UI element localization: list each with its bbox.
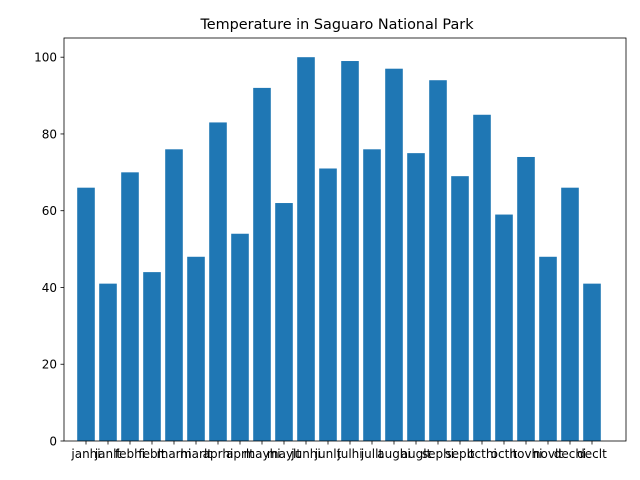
x-tick-label: mayhi bbox=[243, 447, 280, 461]
x-tick-label: jullt bbox=[360, 447, 384, 461]
bar-febhi bbox=[121, 172, 139, 442]
bar-novhi bbox=[517, 156, 535, 441]
bar-mayhi bbox=[253, 87, 271, 442]
bar-octhi bbox=[473, 114, 491, 441]
y-tick-label: 40 bbox=[42, 281, 57, 295]
x-tick-label: declt bbox=[577, 447, 607, 461]
y-tick-label: 100 bbox=[34, 50, 57, 64]
bar-auglt bbox=[407, 153, 425, 441]
bar-junlt bbox=[319, 168, 337, 441]
bar-marlt bbox=[187, 256, 205, 441]
bar-jullt bbox=[363, 149, 381, 442]
x-tick-label: janlt bbox=[94, 447, 122, 461]
bar-maylt bbox=[275, 203, 293, 441]
x-tick-label: maylt bbox=[267, 447, 301, 461]
x-tick-label: junhi bbox=[290, 447, 320, 461]
bar-janhi bbox=[77, 187, 95, 441]
x-axis: janhijanltfebhifebltmarhimarltaprhiaprlt… bbox=[70, 441, 607, 461]
chart-title: Temperature in Saguaro National Park bbox=[199, 17, 474, 33]
y-tick-label: 20 bbox=[42, 358, 57, 372]
bar-novlt bbox=[539, 256, 557, 441]
bar-janlt bbox=[99, 283, 117, 441]
x-tick-label: marhi bbox=[157, 447, 192, 461]
bar-aprhi bbox=[209, 122, 227, 441]
x-tick-label: febhi bbox=[115, 447, 145, 461]
x-tick-label: seplt bbox=[445, 447, 475, 461]
bar-sephi bbox=[429, 80, 447, 441]
y-tick-label: 80 bbox=[42, 127, 57, 141]
x-tick-label: octhi bbox=[467, 447, 497, 461]
bar-marhi bbox=[165, 149, 183, 442]
x-tick-label: novhi bbox=[510, 447, 543, 461]
bar-aughi bbox=[385, 68, 403, 441]
bars-layer bbox=[77, 57, 601, 442]
plot-frame bbox=[63, 37, 627, 442]
x-tick-label: aughi bbox=[377, 447, 411, 461]
bar-declt bbox=[583, 283, 601, 441]
x-tick-label: janhi bbox=[70, 447, 100, 461]
x-tick-label: aprlt bbox=[226, 447, 254, 461]
x-tick-label: novlt bbox=[533, 447, 563, 461]
y-tick-label: 0 bbox=[49, 434, 57, 448]
x-tick-label: feblt bbox=[138, 447, 166, 461]
x-tick-label: sephi bbox=[422, 447, 454, 461]
x-tick-label: aprhi bbox=[203, 447, 234, 461]
y-tick-label: 60 bbox=[42, 204, 57, 218]
y-axis: 0 20 40 60 80 100 bbox=[34, 50, 64, 448]
x-tick-label: marlt bbox=[180, 447, 212, 461]
x-tick-label: auglt bbox=[401, 447, 432, 461]
bar-junhi bbox=[297, 57, 315, 441]
bar-aprlt bbox=[231, 233, 249, 441]
x-tick-label: junlt bbox=[314, 447, 342, 461]
bar-dechi bbox=[561, 187, 579, 441]
bar-seplt bbox=[451, 176, 469, 441]
x-tick-label: octlt bbox=[491, 447, 518, 461]
x-tick-label: julhi bbox=[336, 447, 362, 461]
bar-julhi bbox=[341, 61, 359, 442]
x-tick-label: dechi bbox=[554, 447, 587, 461]
bar-octlt bbox=[495, 214, 513, 441]
bar-feblt bbox=[143, 272, 161, 441]
